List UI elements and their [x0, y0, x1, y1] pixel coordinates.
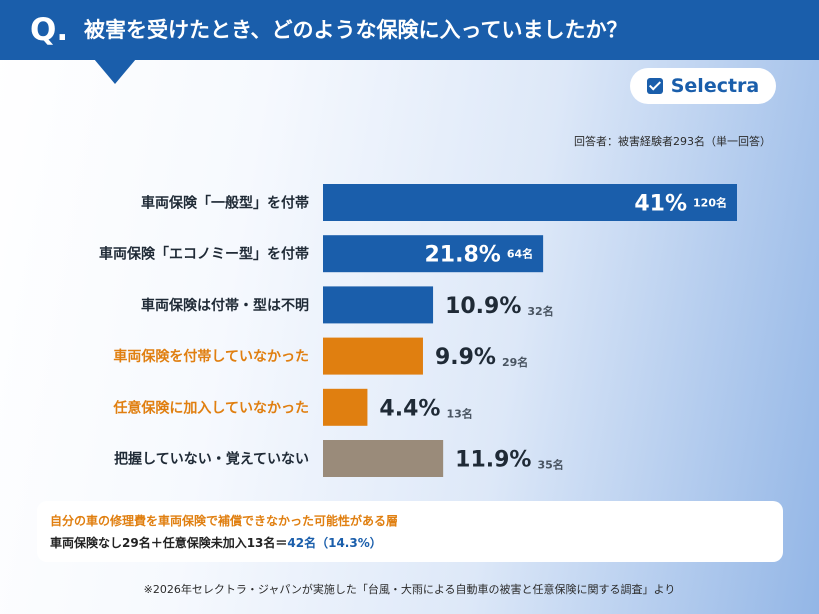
count-label: 64名 — [507, 247, 533, 261]
page-title: 被害を受けたとき、どのような保険に入っていましたか？ — [84, 18, 628, 42]
category-label: 車両保険「一般型」を付帯 — [141, 195, 309, 212]
summary-detail: 車両保険なし29名＋任意保険未加入13名＝42名（14.3%） — [50, 534, 382, 551]
bar — [323, 440, 444, 477]
value-label: 9.9% — [435, 345, 496, 370]
count-label: 29名 — [502, 355, 528, 369]
logo-text: Selectra — [670, 75, 760, 97]
value-label: 21.8% — [424, 243, 500, 268]
category-label: 車両保険「エコノミー型」を付帯 — [99, 246, 309, 263]
value-label: 11.9% — [455, 448, 531, 473]
count-label: 13名 — [446, 406, 472, 420]
bar — [323, 388, 368, 426]
checkbox-icon — [646, 78, 663, 94]
count-label: 35名 — [537, 458, 563, 472]
summary-heading: 自分の車の修理費を車両保険で補償できなかった可能性がある層 — [50, 514, 399, 528]
bar — [323, 286, 434, 324]
bar — [323, 337, 423, 375]
bar — [323, 184, 737, 221]
bar — [323, 235, 544, 273]
category-label: 車両保険は付帯・型は不明 — [141, 297, 309, 314]
count-label: 32名 — [527, 304, 553, 318]
category-label: 把握していない・覚えていない — [114, 451, 309, 468]
value-label: 4.4% — [379, 396, 440, 421]
question-mark-label: Q. — [30, 12, 69, 48]
summary-formula: 車両保険なし29名＋任意保険未加入13名＝ — [50, 536, 288, 550]
value-label: 10.9% — [445, 294, 521, 319]
category-label: 任意保険に加入していなかった — [112, 399, 309, 416]
selectra-logo: Selectra — [630, 68, 776, 104]
header-banner: Q. 被害を受けたとき、どのような保険に入っていましたか？ — [0, 0, 819, 60]
summary-note: 自分の車の修理費を車両保険で補償できなかった可能性がある層 車両保険なし29名＋… — [37, 501, 783, 562]
respondents-note: 回答者：被害経験者293名（単一回答） — [574, 135, 771, 148]
count-label: 120名 — [693, 196, 727, 210]
speech-tail — [94, 59, 136, 84]
category-label: 車両保険を付帯していなかった — [113, 348, 309, 365]
summary-result: 42名（14.3%） — [287, 536, 382, 550]
value-label: 41% — [634, 192, 687, 217]
source-note: ※2026年セレクトラ・ジャパンが実施した「台風・大雨による自動車の被害と任意保… — [143, 583, 676, 596]
